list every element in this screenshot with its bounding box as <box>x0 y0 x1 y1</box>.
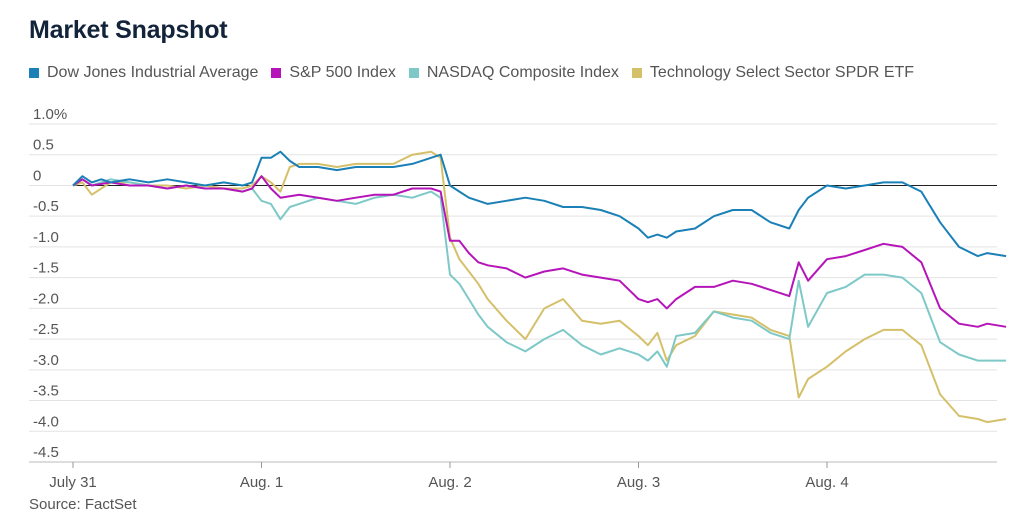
series-line <box>72 175 1007 328</box>
x-tick-label: Aug. 2 <box>428 474 471 491</box>
chart-title: Market Snapshot <box>29 16 228 44</box>
legend-label: NASDAQ Composite Index <box>426 64 619 81</box>
y-tick-label: -1.5 <box>33 260 59 277</box>
x-tick-label: Aug. 4 <box>805 474 848 491</box>
y-tick-label: -4.0 <box>33 413 59 430</box>
series-line <box>72 150 1007 424</box>
x-tick-label: July 31 <box>49 474 97 491</box>
x-tick-label: Aug. 3 <box>617 474 660 491</box>
y-tick-label: -2.5 <box>33 321 59 338</box>
source-note: Source: FactSet <box>29 496 137 513</box>
chart-legend: Dow Jones Industrial Average S&P 500 Inde… <box>29 64 914 82</box>
legend-item: Dow Jones Industrial Average <box>29 64 258 82</box>
y-tick-label: -2.0 <box>33 290 59 307</box>
x-axis-ticks: July 31 Aug. 1 Aug. 2 Aug. 3 Aug. 4 <box>49 462 849 491</box>
legend-item: Technology Select Sector SPDR ETF <box>631 64 915 82</box>
y-tick-label: 0 <box>33 167 41 184</box>
legend-item: S&P 500 Index <box>271 64 396 82</box>
series-lines <box>72 150 1007 424</box>
y-tick-label: -1.0 <box>33 229 59 246</box>
y-axis-ticks: 1.0% 0.5 0 -0.5 -1.0 -1.5 -2.0 -2.5 -3.0 -3.5 -4.0… <box>33 106 67 461</box>
legend-swatch <box>29 68 39 78</box>
y-tick-label: -4.5 <box>33 444 59 461</box>
legend-label: S&P 500 Index <box>289 64 396 81</box>
legend-label: Technology Select Sector SPDR ETF <box>649 64 915 81</box>
legend-swatch <box>631 68 642 78</box>
legend-swatch <box>271 68 282 78</box>
y-tick-label: 0.5 <box>33 137 54 154</box>
x-tick-label: Aug. 1 <box>240 474 283 491</box>
y-tick-label: -3.0 <box>33 352 59 369</box>
y-tick-label: -3.5 <box>33 383 59 400</box>
legend-label: Dow Jones Industrial Average <box>47 64 259 81</box>
y-tick-label: 1.0% <box>33 106 67 123</box>
legend-item: NASDAQ Composite Index <box>408 64 619 82</box>
series-line <box>72 150 1007 258</box>
grid-lines <box>29 123 997 463</box>
y-tick-label: -0.5 <box>33 198 59 215</box>
legend-swatch <box>408 68 419 78</box>
